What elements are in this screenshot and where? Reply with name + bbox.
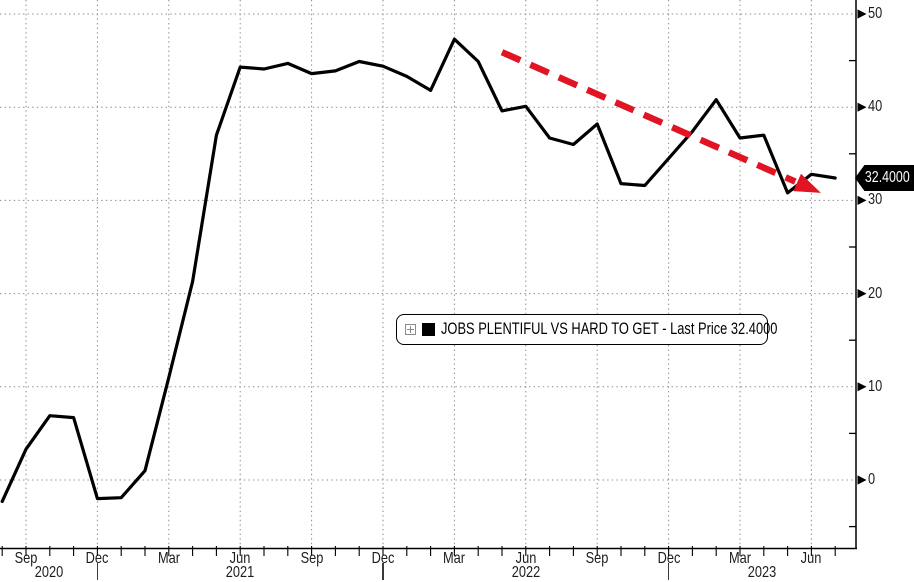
y-tick-arrow-icon <box>857 9 867 19</box>
trend-arrow-head-icon <box>793 173 821 193</box>
x-axis-month-label: Mar <box>443 550 466 567</box>
x-axis-year-label: 2021 <box>225 564 255 581</box>
x-axis-month-label: Dec <box>86 550 109 567</box>
x-axis-month-label: Mar <box>728 550 752 567</box>
trend-arrow-shaft <box>500 49 797 185</box>
last-price-value: 32.4000 <box>864 169 910 186</box>
x-axis-year-label: 2020 <box>34 564 63 581</box>
legend-series-label[interactable]: JOBS PLENTIFUL VS HARD TO GET - Last Pri… <box>441 320 778 338</box>
legend-box[interactable]: JOBS PLENTIFUL VS HARD TO GET - Last Pri… <box>396 314 777 345</box>
year-separator-line <box>382 563 384 580</box>
y-tick-arrow-icon <box>857 102 867 112</box>
price-line-series <box>0 37 837 503</box>
y-axis-tick-label: 40 <box>868 98 883 116</box>
x-axis-month-label: Jun <box>515 550 537 567</box>
y-axis-tick-label: 10 <box>868 377 883 395</box>
y-axis-tick-label: 30 <box>868 191 883 209</box>
x-axis-month-label: Sep <box>585 550 609 567</box>
y-axis-tick-label: 0 <box>868 471 876 488</box>
x-axis-month-label: Mar <box>157 550 180 567</box>
expand-plus-icon[interactable] <box>405 324 416 335</box>
x-axis-month-label: Dec <box>657 550 680 567</box>
y-tick-arrow-icon <box>857 382 867 392</box>
y-tick-arrow-icon <box>857 195 867 205</box>
x-axis-month-label: Sep <box>14 550 38 567</box>
y-axis-tick-label: 20 <box>868 284 883 302</box>
x-axis-year-label: 2022 <box>511 564 541 581</box>
x-axis-year-label: 2023 <box>748 564 777 581</box>
x-axis-month-label: Dec <box>371 550 395 567</box>
year-separator-line <box>667 563 670 580</box>
x-axis-month-label: Sep <box>300 550 323 567</box>
y-axis-tick-label: 50 <box>868 5 883 22</box>
x-axis-month-label: Jun <box>229 550 251 567</box>
last-price-tag: 32.4000 <box>855 165 914 191</box>
series-color-swatch <box>422 323 435 336</box>
year-separator-line <box>96 563 99 580</box>
x-axis-month-label: Jun <box>801 550 822 567</box>
y-tick-arrow-icon <box>857 289 867 299</box>
y-tick-arrow-icon <box>857 475 867 485</box>
